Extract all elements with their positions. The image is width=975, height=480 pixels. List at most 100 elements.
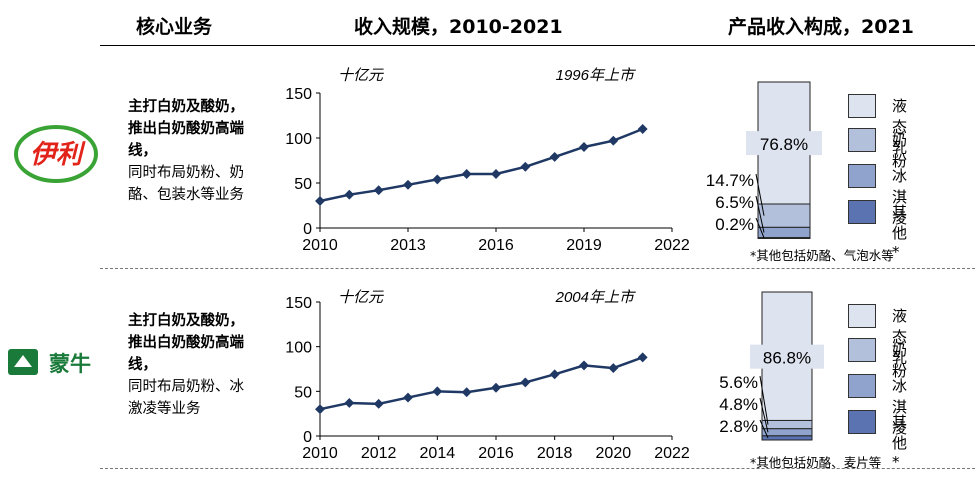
data-point xyxy=(373,398,384,409)
x-tick-label: 2014 xyxy=(420,445,456,462)
data-point xyxy=(432,386,443,397)
x-tick-label: 2010 xyxy=(302,237,338,254)
listing-annotation: 2004年上市 xyxy=(555,289,636,306)
bar-label-2: 4.8% xyxy=(719,395,758,414)
data-point xyxy=(461,387,472,398)
legend-label-other: 其他* xyxy=(892,413,908,471)
data-point xyxy=(315,196,325,206)
legend-swatch-milk-powder xyxy=(848,338,876,362)
data-point xyxy=(432,174,443,185)
mengniu-desc-normal: 同时布局奶粉、冰激凌等业务 xyxy=(128,379,244,417)
data-point xyxy=(520,161,531,172)
data-point xyxy=(579,142,589,152)
y-tick-label: 0 xyxy=(303,221,312,238)
yili-revenue-chart: 0 50 100 150 2010 2013 2016 2019 2022 十亿元 1996年上市 xyxy=(285,67,690,254)
leader-line-3 xyxy=(759,419,769,439)
data-point xyxy=(549,151,560,162)
leader-line-2 xyxy=(755,195,765,233)
x-tick-label: 2020 xyxy=(596,445,632,462)
main-label-bg xyxy=(750,344,824,369)
data-point xyxy=(315,404,325,415)
series-line xyxy=(319,127,644,203)
row-divider xyxy=(100,268,975,269)
mengniu-desc-bold: 主打白奶及酸奶，推出白奶酸奶高端线， xyxy=(128,313,244,373)
data-point xyxy=(637,352,648,363)
bar-label-2: 6.5% xyxy=(715,193,754,212)
bottom-divider xyxy=(100,468,975,469)
legend-swatch-other xyxy=(848,200,876,224)
legend-swatch-other xyxy=(848,410,876,434)
series-line xyxy=(319,356,644,411)
x-tick-label: 2019 xyxy=(566,237,602,254)
data-point xyxy=(520,377,531,388)
header-revenue-scale: 收入规模，2010-2021 xyxy=(354,16,563,38)
bar-segment-1 xyxy=(761,419,813,430)
mengniu-footnote: *其他包括奶酪、麦片等 xyxy=(750,455,882,470)
leader-line-3 xyxy=(755,217,765,239)
legend-swatch-liquid-milk xyxy=(848,304,876,328)
data-point xyxy=(637,124,648,134)
legend-swatch-liquid-milk xyxy=(848,94,876,118)
legend-label-milk-powder: 奶粉 xyxy=(892,131,908,170)
mengniu-description: 主打白奶及酸奶，推出白奶酸奶高端线， 同时布局奶粉、冰激凌等业务 xyxy=(128,310,258,420)
bar-segment-2 xyxy=(761,428,813,437)
data-point xyxy=(579,360,589,371)
x-tick-label: 2016 xyxy=(478,445,514,462)
y-tick-label: 50 xyxy=(294,384,312,401)
bar-label-0: 76.8% xyxy=(760,135,808,154)
yili-logo: 伊利 xyxy=(10,120,102,190)
data-point xyxy=(403,179,413,190)
legend-swatch-ice-cream xyxy=(848,164,876,188)
x-tick-label: 2010 xyxy=(302,445,338,462)
data-point xyxy=(549,369,560,380)
legend-label-ice-cream: 冰淇凌 xyxy=(892,377,908,437)
data-point xyxy=(608,135,619,146)
y-tick-label: 50 xyxy=(294,176,312,193)
yili-description: 主打白奶及酸奶，推出白奶酸奶高端线， 同时布局奶粉、奶酪、包装水等业务 xyxy=(128,96,258,206)
header-business: 核心业务 xyxy=(136,16,213,38)
yili-desc-bold: 主打白奶及酸奶，推出白奶酸奶高端线， xyxy=(128,99,244,159)
data-point xyxy=(344,189,355,200)
yili-desc-normal: 同时布局奶粉、奶酪、包装水等业务 xyxy=(128,165,244,203)
x-tick-label: 2016 xyxy=(478,237,514,254)
legend-label-other: 其他* xyxy=(892,203,908,261)
data-point xyxy=(344,397,355,408)
main-label-bg xyxy=(746,131,822,156)
bar-label-3: 0.2% xyxy=(715,215,754,234)
leader-line-1 xyxy=(759,375,769,425)
unit-label: 十亿元 xyxy=(338,289,384,306)
bar-label-1: 5.6% xyxy=(719,373,758,392)
legend-label-ice-cream: 冰淇凌 xyxy=(892,167,908,227)
data-point xyxy=(373,185,384,196)
bar-label-0: 86.8% xyxy=(763,349,811,368)
bar-label-1: 14.7% xyxy=(706,171,754,190)
yili-logo-text: 伊利 xyxy=(30,139,86,169)
bar-segment-2 xyxy=(757,226,811,239)
y-tick-label: 0 xyxy=(303,429,312,446)
yili-composition-chart: 76.8% 14.7% 6.5% 0.2% xyxy=(706,81,822,239)
bar-segment-3 xyxy=(757,237,811,239)
leader-line-1 xyxy=(755,173,765,216)
data-point xyxy=(608,363,619,374)
header-divider xyxy=(100,45,975,46)
y-tick-label: 150 xyxy=(285,295,312,312)
leader-line-2 xyxy=(759,397,769,433)
mengniu-logo-graphic: 蒙牛 xyxy=(8,349,91,376)
listing-annotation: 1996年上市 xyxy=(556,67,636,84)
y-tick-label: 100 xyxy=(285,131,312,148)
yili-logo-graphic: 伊利 xyxy=(14,125,98,183)
mengniu-logo-text: 蒙牛 xyxy=(49,352,91,376)
bar-segment-1 xyxy=(757,203,811,228)
x-tick-label: 2013 xyxy=(390,237,426,254)
header-composition: 产品收入构成，2021 xyxy=(728,16,914,38)
x-tick-label: 2022 xyxy=(654,237,690,254)
yili-footnote: *其他包括奶酪、气泡水等 xyxy=(750,248,894,263)
mengniu-revenue-chart: 0 50 100 150 2010 2012 2014 2016 2018 2020 2022 十亿元… xyxy=(285,289,690,462)
legend-swatch-milk-powder xyxy=(848,128,876,152)
data-point xyxy=(403,392,413,403)
x-tick-label: 2018 xyxy=(537,445,573,462)
y-tick-label: 100 xyxy=(285,340,312,357)
unit-label: 十亿元 xyxy=(338,67,384,84)
bar-label-3: 2.8% xyxy=(719,417,758,436)
bar-segment-3 xyxy=(761,435,813,441)
